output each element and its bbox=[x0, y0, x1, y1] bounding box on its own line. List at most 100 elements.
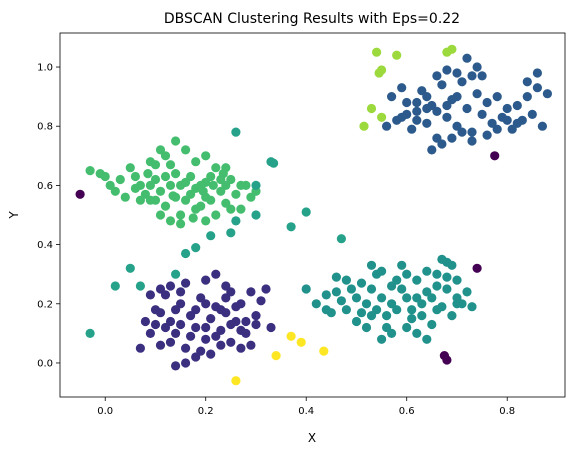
data-point-cluster_top_left-24 bbox=[211, 210, 221, 220]
data-point-cluster_bottom_left-33 bbox=[171, 305, 181, 315]
data-point-cluster_bottom_left-56 bbox=[165, 337, 176, 347]
data-point-cluster_bottom_left-6 bbox=[171, 328, 181, 338]
data-point-cluster_bottom_left-54 bbox=[201, 299, 211, 309]
data-point-cluster_bottom_right-23 bbox=[427, 319, 437, 330]
data-point-cluster_top_right-58 bbox=[397, 83, 407, 93]
data-point-cluster_top_right-5 bbox=[422, 118, 432, 128]
data-point-cluster_top_left-15 bbox=[165, 180, 176, 190]
data-point-cluster_bottom_left-8 bbox=[181, 343, 191, 353]
data-point-cluster_lime-1 bbox=[392, 50, 402, 60]
data-point-cluster_bottom_right-5 bbox=[336, 296, 346, 306]
data-point-cluster_top_left-37 bbox=[171, 136, 181, 146]
data-point-cluster_top_right-14 bbox=[467, 127, 477, 137]
data-point-cluster_bottom_right-33 bbox=[412, 328, 422, 338]
data-point-cluster_top_left-69 bbox=[208, 180, 218, 190]
data-point-cluster_top_right-45 bbox=[457, 127, 467, 137]
data-point-cluster_top_left-63 bbox=[85, 166, 95, 176]
data-point-cluster_bottom_left-45 bbox=[181, 358, 191, 368]
data-point-cluster_lime-6 bbox=[366, 103, 377, 114]
data-point-cluster_top_left-3 bbox=[110, 186, 120, 196]
data-point-cluster_top_right-39 bbox=[402, 109, 412, 119]
data-point-sparse_teal-3 bbox=[231, 216, 241, 226]
data-point-noise-1 bbox=[490, 151, 500, 161]
data-point-cluster_top_right-47 bbox=[482, 130, 492, 140]
data-point-noise-0 bbox=[75, 189, 85, 199]
data-point-cluster_bottom_left-25 bbox=[266, 322, 276, 333]
data-point-cluster_top_left-67 bbox=[188, 213, 198, 223]
data-point-cluster_bottom_right-20 bbox=[412, 275, 422, 285]
data-point-cluster_bottom_left-30 bbox=[176, 287, 186, 297]
data-points bbox=[75, 44, 553, 386]
data-point-cluster_bottom_right-49 bbox=[402, 269, 412, 279]
data-point-cluster_bottom_left-37 bbox=[216, 340, 226, 350]
data-point-sparse_teal-7 bbox=[191, 243, 201, 253]
data-point-cluster_bottom_right-28 bbox=[452, 275, 462, 285]
data-point-cluster_top_left-51 bbox=[196, 201, 206, 211]
data-point-cluster_top_left-48 bbox=[165, 216, 176, 226]
data-point-sparse_teal-15 bbox=[171, 269, 181, 279]
data-point-cluster_top_right-3 bbox=[412, 106, 422, 116]
x-tick-label-4: 0.8 bbox=[499, 406, 515, 417]
data-point-cluster_bottom_right-56 bbox=[382, 311, 392, 321]
data-point-cluster_top_right-19 bbox=[492, 92, 502, 102]
data-point-cluster_top_right-27 bbox=[532, 83, 543, 93]
data-point-sparse_teal-5 bbox=[226, 228, 236, 238]
data-point-cluster_bottom_left-52 bbox=[251, 319, 261, 330]
data-point-cluster_top_right-31 bbox=[472, 62, 482, 72]
data-point-cluster_bottom_left-10 bbox=[191, 322, 201, 333]
data-point-cluster_top_right-29 bbox=[542, 89, 553, 99]
data-point-cluster_bottom_right-31 bbox=[377, 334, 387, 344]
y-tick-label-5: 1.0 bbox=[37, 63, 53, 74]
data-point-sparse_teal-8 bbox=[181, 248, 191, 259]
data-point-cluster_bottom_left-42 bbox=[150, 319, 161, 330]
data-point-cluster_bottom_left-43 bbox=[135, 343, 145, 353]
data-point-cluster_lime-7 bbox=[377, 112, 387, 122]
y-tick-label-1: 0.2 bbox=[37, 299, 53, 310]
data-point-cluster_top_right-35 bbox=[442, 65, 452, 75]
data-point-cluster_top_left-14 bbox=[160, 201, 171, 211]
data-point-sparse_teal-12 bbox=[125, 263, 135, 273]
data-point-cluster_top_left-64 bbox=[135, 195, 145, 205]
data-point-cluster_bottom_left-24 bbox=[261, 284, 271, 294]
data-point-cluster_bottom_right-64 bbox=[366, 284, 377, 294]
data-point-cluster_bottom_right-52 bbox=[467, 302, 477, 312]
data-point-cluster_top_left-57 bbox=[165, 160, 176, 170]
data-point-sparse_teal-16 bbox=[85, 328, 95, 338]
data-point-cluster_bottom_right-10 bbox=[361, 299, 372, 309]
data-point-cluster_top_left-55 bbox=[145, 157, 155, 167]
data-point-cluster_bottom_left-22 bbox=[251, 311, 261, 321]
data-point-cluster_bottom_right-27 bbox=[447, 311, 457, 321]
plot-frame bbox=[59, 32, 566, 398]
data-point-cluster_bottom_left-41 bbox=[160, 322, 171, 333]
y-tick-label-2: 0.4 bbox=[37, 240, 53, 251]
data-point-cluster_lime-3 bbox=[374, 68, 384, 78]
data-point-cluster_bottom_right-1 bbox=[311, 299, 321, 309]
data-point-cluster_top_left-47 bbox=[155, 210, 166, 220]
data-point-cluster_yellow-1 bbox=[271, 351, 281, 361]
data-point-cluster_bottom_left-0 bbox=[140, 316, 150, 327]
data-point-cluster_yellow-0 bbox=[231, 376, 241, 386]
data-point-cluster_bottom_right-18 bbox=[402, 293, 412, 303]
data-point-cluster_bottom_left-1 bbox=[145, 328, 155, 338]
data-point-cluster_bottom_right-59 bbox=[422, 266, 432, 276]
data-point-cluster_top_right-38 bbox=[412, 97, 422, 108]
data-point-cluster_top_left-46 bbox=[130, 183, 140, 193]
data-point-cluster_top_left-28 bbox=[231, 189, 241, 199]
data-point-cluster_bottom_right-24 bbox=[432, 269, 442, 279]
data-point-cluster_top_right-23 bbox=[512, 100, 522, 111]
data-point-cluster_top_left-49 bbox=[176, 219, 186, 229]
data-point-cluster_bottom_right-39 bbox=[377, 266, 387, 276]
data-point-cluster_bottom_left-21 bbox=[246, 287, 256, 297]
data-point-cluster_top_left-40 bbox=[171, 169, 181, 179]
data-point-sparse_teal-2 bbox=[251, 180, 261, 190]
data-point-cluster_top_left-5 bbox=[120, 192, 130, 202]
data-point-cluster_bottom_left-32 bbox=[155, 284, 166, 294]
data-point-cluster_bottom_left-44 bbox=[171, 361, 181, 371]
data-point-cluster_top_right-50 bbox=[512, 118, 522, 128]
data-point-cluster_top_right-57 bbox=[412, 115, 422, 125]
data-point-cluster_top_left-34 bbox=[201, 151, 211, 161]
data-point-cluster_bottom_left-60 bbox=[145, 290, 155, 300]
data-point-cluster_bottom_left-34 bbox=[186, 331, 196, 341]
data-point-cluster_bottom_right-0 bbox=[301, 284, 311, 294]
